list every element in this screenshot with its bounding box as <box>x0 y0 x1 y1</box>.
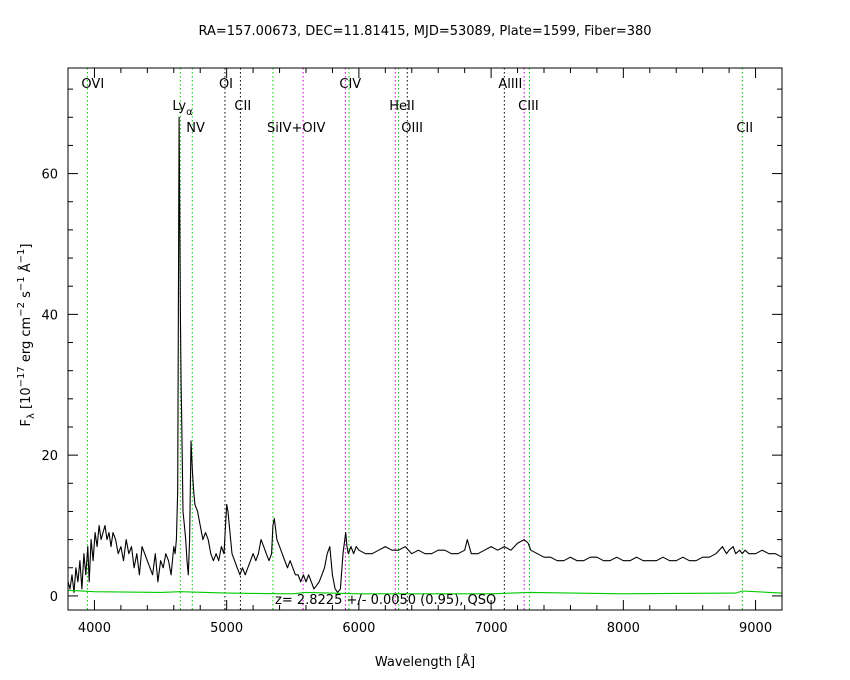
flux-series-line <box>67 116 783 593</box>
y-axis-label: Fλ [10−17 erg cm−2 s−1 Å−1] <box>16 244 37 427</box>
line-label: Lyα <box>172 99 193 118</box>
chart-title: RA=157.00673, DEC=11.81415, MJD=53089, P… <box>198 24 651 39</box>
plot-area: OVILyαNVOICIISiIV+OIVCIVHeIIOIIIAlIIICII… <box>41 67 783 636</box>
y-tick-label: 20 <box>41 449 58 464</box>
redshift-annotation: z= 2.8225 +/- 0.0050 (0.95), QSO <box>275 593 496 608</box>
line-label: CIV <box>339 77 361 92</box>
y-tick-label: 0 <box>50 590 58 605</box>
line-label: CII <box>234 99 251 114</box>
x-axis-label: Wavelength [Å] <box>375 654 475 670</box>
line-label: OVI <box>81 77 104 92</box>
line-label: HeII <box>389 99 414 114</box>
line-label: CIII <box>518 99 539 114</box>
x-tick-label: 5000 <box>210 621 243 636</box>
line-label: SiIV+OIV <box>267 121 326 136</box>
x-tick-label: 6000 <box>342 621 375 636</box>
y-tick-label: 40 <box>41 308 58 323</box>
line-label: CII <box>736 121 753 136</box>
plot-frame <box>67 67 783 611</box>
x-tick-label: 4000 <box>78 621 111 636</box>
error-series-line <box>67 589 783 595</box>
x-tick-label: 8000 <box>607 621 640 636</box>
line-label: OIII <box>401 121 423 136</box>
x-tick-label: 7000 <box>475 621 508 636</box>
line-label: NV <box>186 121 205 136</box>
line-label: OI <box>219 77 233 92</box>
y-tick-label: 60 <box>41 168 58 183</box>
line-label: AlIII <box>498 77 522 92</box>
x-tick-label: 9000 <box>739 621 772 636</box>
